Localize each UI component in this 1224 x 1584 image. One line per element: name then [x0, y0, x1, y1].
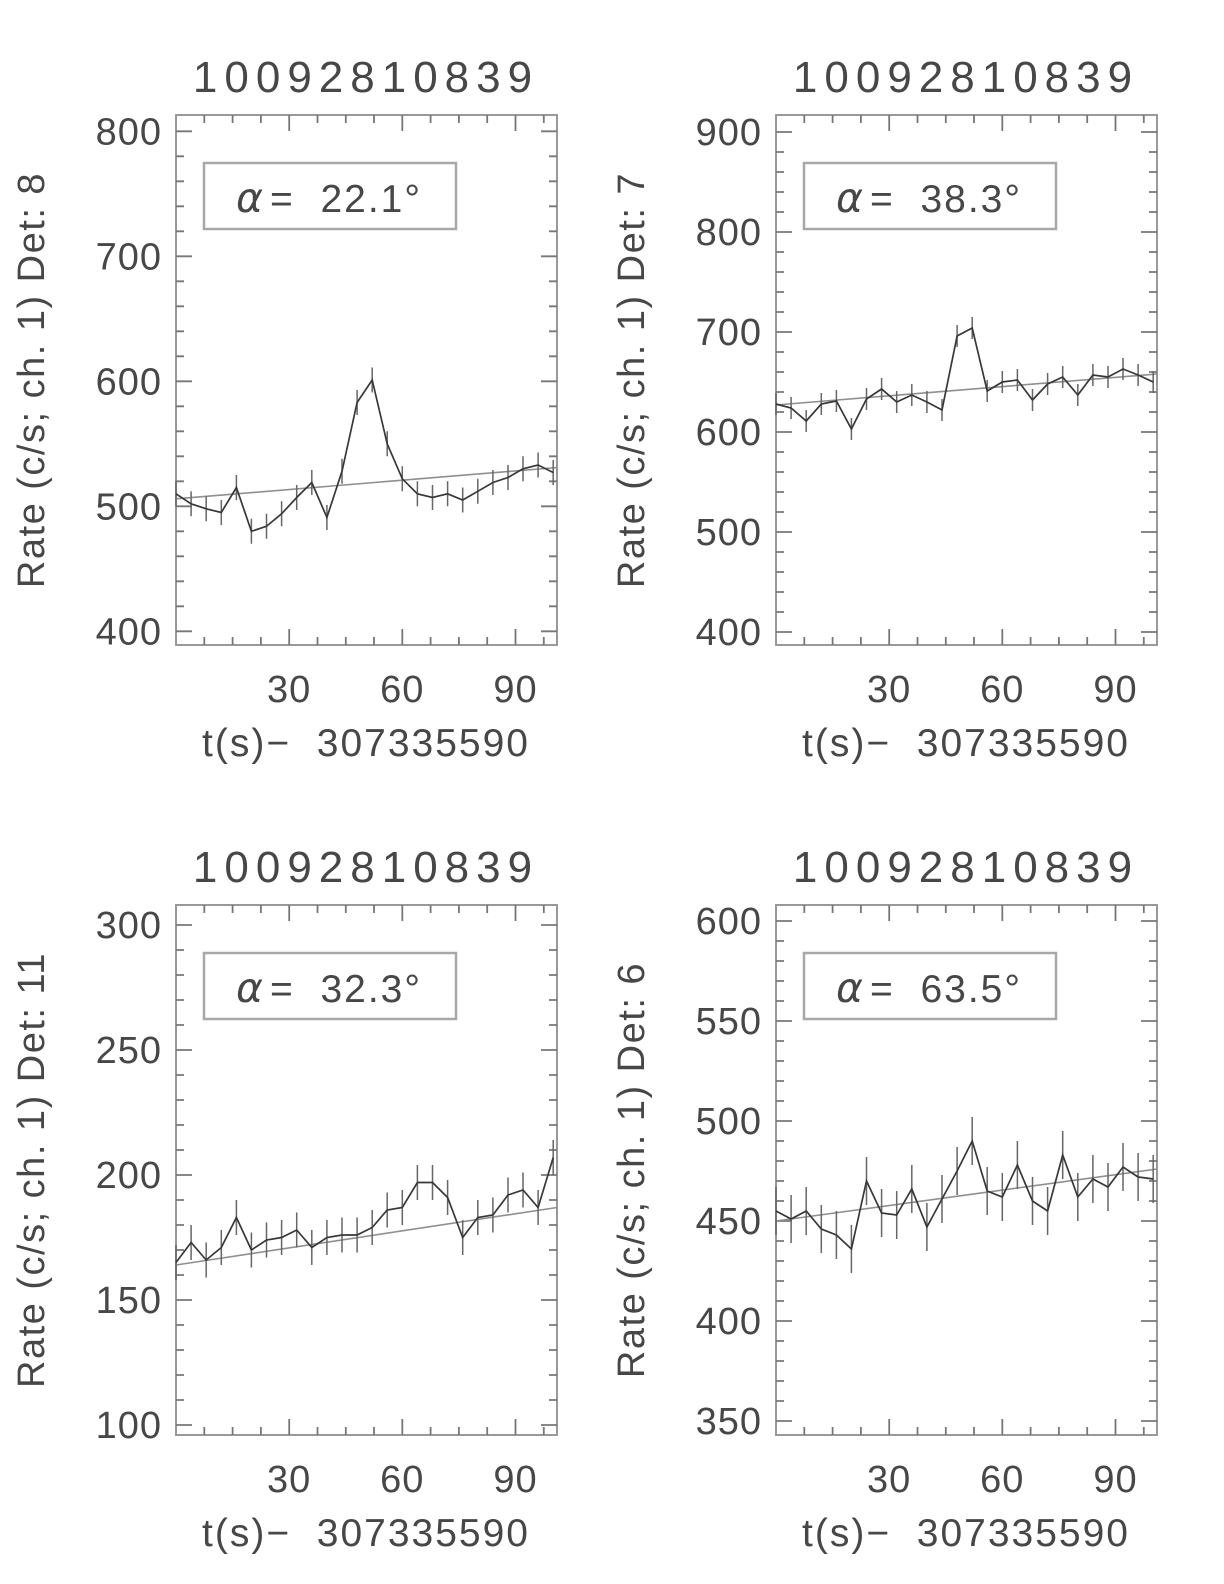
- trend-line: [775, 373, 1158, 406]
- y-tick-label: 400: [96, 611, 162, 653]
- y-tick-label: 200: [96, 1155, 162, 1197]
- trend-line: [775, 1168, 1158, 1222]
- y-tick-label: 500: [96, 486, 162, 528]
- x-tick-label: 60: [380, 1459, 424, 1501]
- y-tick-label: 500: [696, 1101, 762, 1143]
- lightcurve-line: [175, 377, 554, 533]
- x-axis-label: t(s)− 307335590: [202, 722, 530, 765]
- alpha-symbol: α: [836, 964, 863, 1012]
- x-tick-label: 30: [267, 669, 311, 711]
- x-tick-label: 30: [867, 1459, 911, 1501]
- plot-frame: [775, 114, 1158, 646]
- x-tick-label: 90: [493, 1459, 537, 1501]
- x-tick-label: 90: [493, 669, 537, 711]
- alpha-value: = 22.1°: [270, 178, 422, 221]
- y-tick-label: 700: [96, 236, 162, 278]
- axis-ticks: [176, 905, 557, 1435]
- y-axis-label: Rate (c/s; ch. 1) Det: 6: [611, 962, 653, 1378]
- x-tick-label: 60: [380, 669, 424, 711]
- y-tick-label: 400: [696, 1301, 762, 1343]
- panel-title: 10092810839: [193, 843, 539, 892]
- panel-title: 10092810839: [793, 53, 1139, 102]
- y-tick-label: 600: [696, 412, 762, 454]
- annotation-box: [202, 161, 458, 231]
- plot-area: 400 500 600 700 800 900 30 60 90: [696, 112, 1158, 711]
- y-tick-label: 600: [96, 361, 162, 403]
- alpha-symbol: α: [236, 964, 263, 1012]
- plot-frame: [175, 114, 558, 646]
- panel-det-8: 10092810839 Rate (c/s; ch. 1) Det: 8 t(s…: [11, 53, 558, 765]
- lightcurve-line: [775, 326, 1154, 431]
- alpha-annotation: α = 63.5°: [802, 951, 1058, 1021]
- plot-frame: [175, 904, 558, 1436]
- panel-det-11: 10092810839 Rate (c/s; ch. 1) Det: 11 t(…: [11, 843, 558, 1555]
- y-tick-label: 550: [696, 1001, 762, 1043]
- y-tick-label: 100: [96, 1405, 162, 1447]
- alpha-symbol: α: [836, 174, 863, 222]
- axis-ticks: [776, 115, 1157, 645]
- alpha-value: = 63.5°: [870, 968, 1022, 1011]
- x-tick-label: 30: [867, 669, 911, 711]
- y-tick-label: 450: [696, 1201, 762, 1243]
- error-bars: [175, 367, 554, 544]
- y-axis-label: Rate (c/s; ch. 1) Det: 8: [11, 172, 53, 588]
- alpha-annotation: α = 38.3°: [802, 161, 1058, 231]
- y-tick-label: 600: [696, 901, 762, 943]
- panel-title: 10092810839: [793, 843, 1139, 892]
- panel-det-6: 10092810839 Rate (c/s; ch. 1) Det: 6 t(s…: [611, 843, 1158, 1555]
- annotation-box: [802, 161, 1058, 231]
- alpha-value: = 38.3°: [870, 178, 1022, 221]
- y-tick-label: 800: [696, 212, 762, 254]
- x-tick-label: 60: [980, 1459, 1024, 1501]
- x-axis-label: t(s)− 307335590: [802, 722, 1130, 765]
- x-axis-label: t(s)− 307335590: [802, 1512, 1130, 1555]
- y-tick-label: 350: [696, 1401, 762, 1443]
- lightcurve-line: [175, 1157, 555, 1264]
- alpha-value: = 32.3°: [270, 968, 422, 1011]
- trend-line: [175, 1206, 558, 1266]
- axis-ticks: [176, 115, 557, 645]
- y-tick-label: 150: [96, 1280, 162, 1322]
- plot-frame: [775, 904, 1158, 1436]
- alpha-annotation: α = 22.1°: [202, 161, 458, 231]
- panel-title: 10092810839: [193, 53, 539, 102]
- lightcurve-line: [775, 1138, 1154, 1251]
- plot-area: 400 500 600 700 800 30 60 90: [96, 111, 558, 711]
- annotation-box: [202, 951, 458, 1021]
- y-tick-label: 250: [96, 1030, 162, 1072]
- y-tick-label: 900: [696, 112, 762, 154]
- x-axis-label: t(s)− 307335590: [202, 1512, 530, 1555]
- annotation-box: [802, 951, 1058, 1021]
- x-tick-label: 30: [267, 1459, 311, 1501]
- plot-area: 100 150 200 250 300 30 60 90: [96, 904, 558, 1501]
- y-axis-label: Rate (c/s; ch. 1) Det: 7: [611, 172, 653, 588]
- x-tick-label: 60: [980, 669, 1024, 711]
- x-tick-label: 90: [1093, 669, 1137, 711]
- y-tick-label: 500: [696, 512, 762, 554]
- y-tick-label: 300: [96, 905, 162, 947]
- y-tick-label: 400: [696, 612, 762, 654]
- panel-det-7: 10092810839 Rate (c/s; ch. 1) Det: 7 t(s…: [611, 53, 1158, 765]
- alpha-annotation: α = 32.3°: [202, 951, 458, 1021]
- alpha-symbol: α: [236, 174, 263, 222]
- y-tick-label: 700: [696, 312, 762, 354]
- y-tick-label: 800: [96, 111, 162, 153]
- plot-area: 350 400 450 500 550 600 30 60 90: [696, 901, 1158, 1501]
- x-tick-label: 90: [1093, 1459, 1137, 1501]
- y-axis-label: Rate (c/s; ch. 1) Det: 11: [11, 952, 53, 1388]
